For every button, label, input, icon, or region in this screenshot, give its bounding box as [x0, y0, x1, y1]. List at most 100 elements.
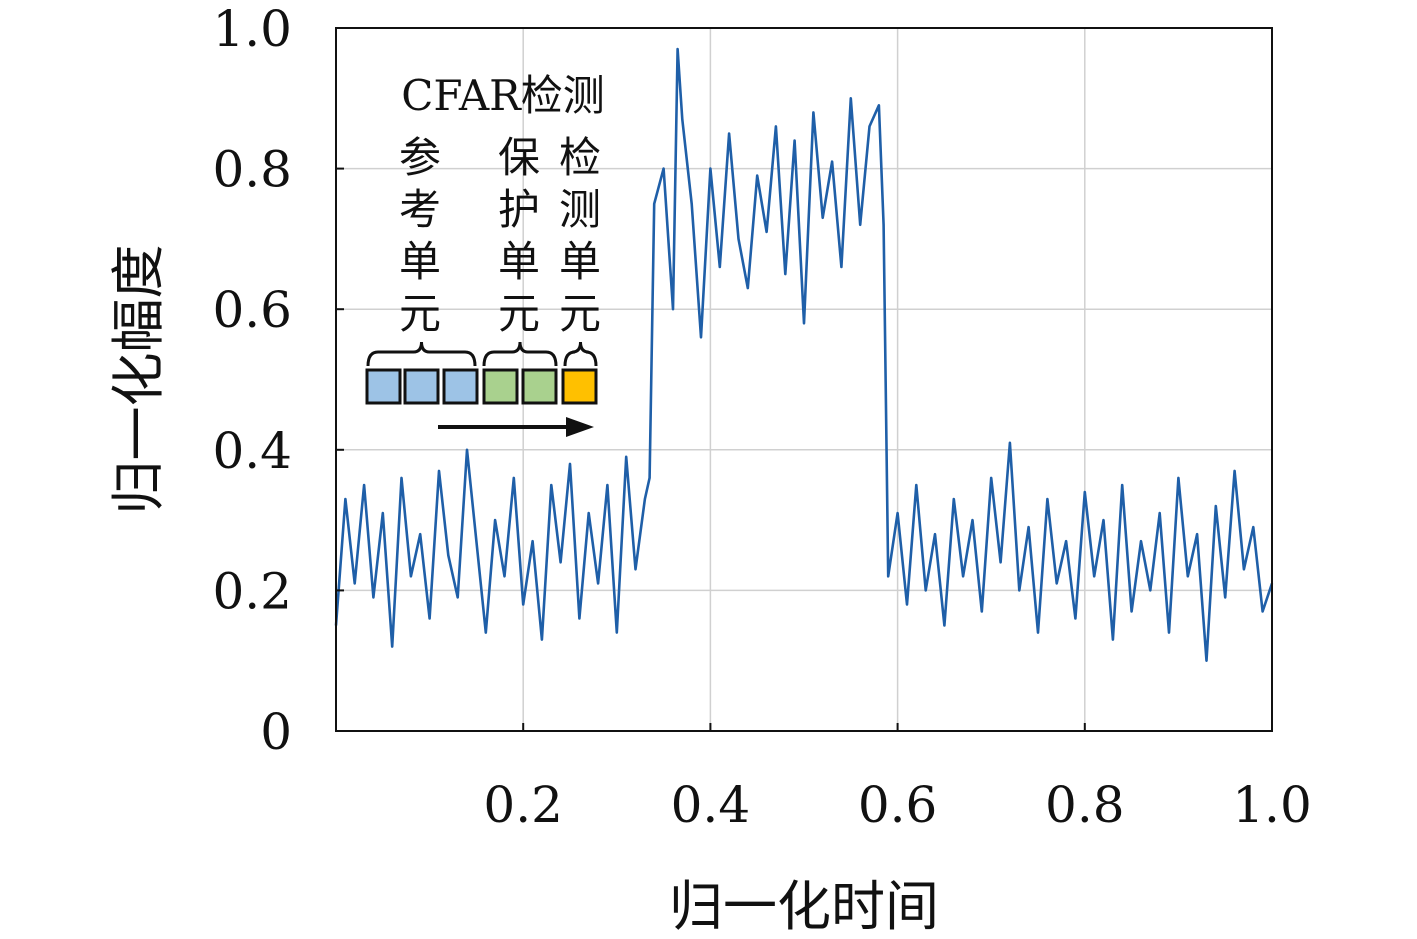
group-brace	[563, 341, 598, 367]
x-tick-label: 0.6	[858, 776, 938, 834]
data-point	[999, 561, 1002, 564]
data-point	[784, 273, 787, 275]
data-point	[1130, 610, 1133, 613]
x-tick-label: 0.8	[1045, 776, 1125, 834]
data-point	[821, 217, 824, 219]
range-cell	[482, 368, 519, 405]
scan-arrow-icon	[438, 417, 594, 437]
data-point	[990, 477, 992, 479]
series-layer	[334, 47, 1274, 663]
data-point	[587, 512, 590, 514]
data-point	[1102, 519, 1105, 521]
y-axis-title: 归一化幅度	[107, 245, 170, 515]
data-point	[1112, 638, 1114, 641]
y-tick-label: 0.4	[212, 422, 292, 480]
y-tick-label: 0.6	[212, 281, 292, 339]
data-point	[522, 603, 524, 606]
data-point	[1074, 617, 1077, 620]
annotation-label-char: 单	[399, 237, 441, 286]
data-point	[1140, 540, 1142, 542]
data-point	[934, 533, 936, 535]
annotation-label-char: 保	[498, 133, 540, 182]
data-point	[1205, 659, 1208, 662]
annotation-cells	[365, 368, 598, 405]
data-point	[1121, 484, 1124, 486]
annotation-label-char: 单	[498, 237, 540, 286]
data-point	[625, 456, 627, 458]
data-point	[363, 484, 365, 486]
y-tick-label: 0	[260, 703, 292, 761]
data-point	[616, 631, 618, 634]
data-point	[812, 111, 815, 114]
data-point	[803, 322, 805, 325]
data-point	[775, 125, 777, 128]
data-point	[662, 167, 665, 170]
data-point	[456, 596, 459, 599]
annotation-label-char: 护	[498, 185, 540, 234]
annotation-label-char: 考	[399, 185, 441, 234]
data-point	[559, 561, 562, 564]
data-point	[718, 266, 721, 268]
data-point	[878, 104, 880, 107]
data-point	[882, 224, 885, 226]
annotation-label-char: 元	[559, 289, 601, 338]
data-point	[344, 498, 347, 500]
data-point	[1037, 631, 1039, 634]
series-line	[334, 47, 1274, 663]
data-point	[1233, 470, 1236, 472]
data-point	[747, 287, 749, 289]
data-point	[1046, 498, 1049, 500]
data-point	[1158, 512, 1161, 514]
data-point	[644, 498, 646, 500]
data-point	[765, 231, 768, 233]
tick-labels: 0.2 0.4 0.6 0.8 1.0 0 0.2 0.4 0.6 0.8 1.0	[212, 0, 1311, 834]
annotation-label-char: 检	[559, 133, 601, 182]
data-point	[868, 125, 871, 128]
data-point	[737, 238, 740, 240]
data-point	[971, 519, 974, 521]
range-cell	[403, 368, 440, 405]
data-point	[840, 266, 843, 268]
range-cell	[521, 368, 558, 405]
x-tick-label: 0.2	[483, 776, 563, 834]
data-point	[1252, 526, 1255, 528]
data-point	[353, 582, 356, 585]
annotation-title: CFAR检测	[401, 71, 605, 120]
data-point	[981, 610, 983, 613]
plot-frame	[335, 27, 1273, 732]
data-point	[700, 336, 702, 339]
data-point	[1093, 575, 1095, 578]
data-point	[859, 224, 861, 226]
data-point	[672, 308, 674, 311]
data-point	[428, 617, 431, 620]
data-point	[466, 449, 468, 451]
group-brace	[482, 341, 558, 367]
annotation-label-char: 元	[498, 289, 540, 338]
annotation-label-char: 单	[559, 237, 601, 286]
data-point	[1084, 491, 1086, 493]
data-point	[550, 484, 553, 486]
data-point	[831, 160, 833, 163]
data-point	[1224, 596, 1226, 599]
data-point	[1177, 477, 1180, 479]
data-point	[1018, 589, 1021, 592]
annotation-label-char: 元	[399, 289, 441, 338]
data-point	[850, 97, 852, 100]
data-point	[419, 533, 422, 535]
x-tick-label: 0.4	[671, 776, 751, 834]
data-point	[634, 568, 637, 571]
data-point	[541, 638, 543, 641]
data-point	[569, 463, 571, 465]
data-point	[728, 132, 730, 135]
data-point	[1215, 505, 1217, 507]
data-point	[1186, 575, 1189, 578]
data-point	[1055, 582, 1058, 585]
data-point	[475, 540, 478, 542]
data-point	[400, 477, 403, 479]
range-cell	[365, 368, 402, 405]
data-point	[382, 512, 384, 514]
data-point	[1009, 441, 1011, 444]
y-tick-label: 0.2	[212, 562, 292, 620]
